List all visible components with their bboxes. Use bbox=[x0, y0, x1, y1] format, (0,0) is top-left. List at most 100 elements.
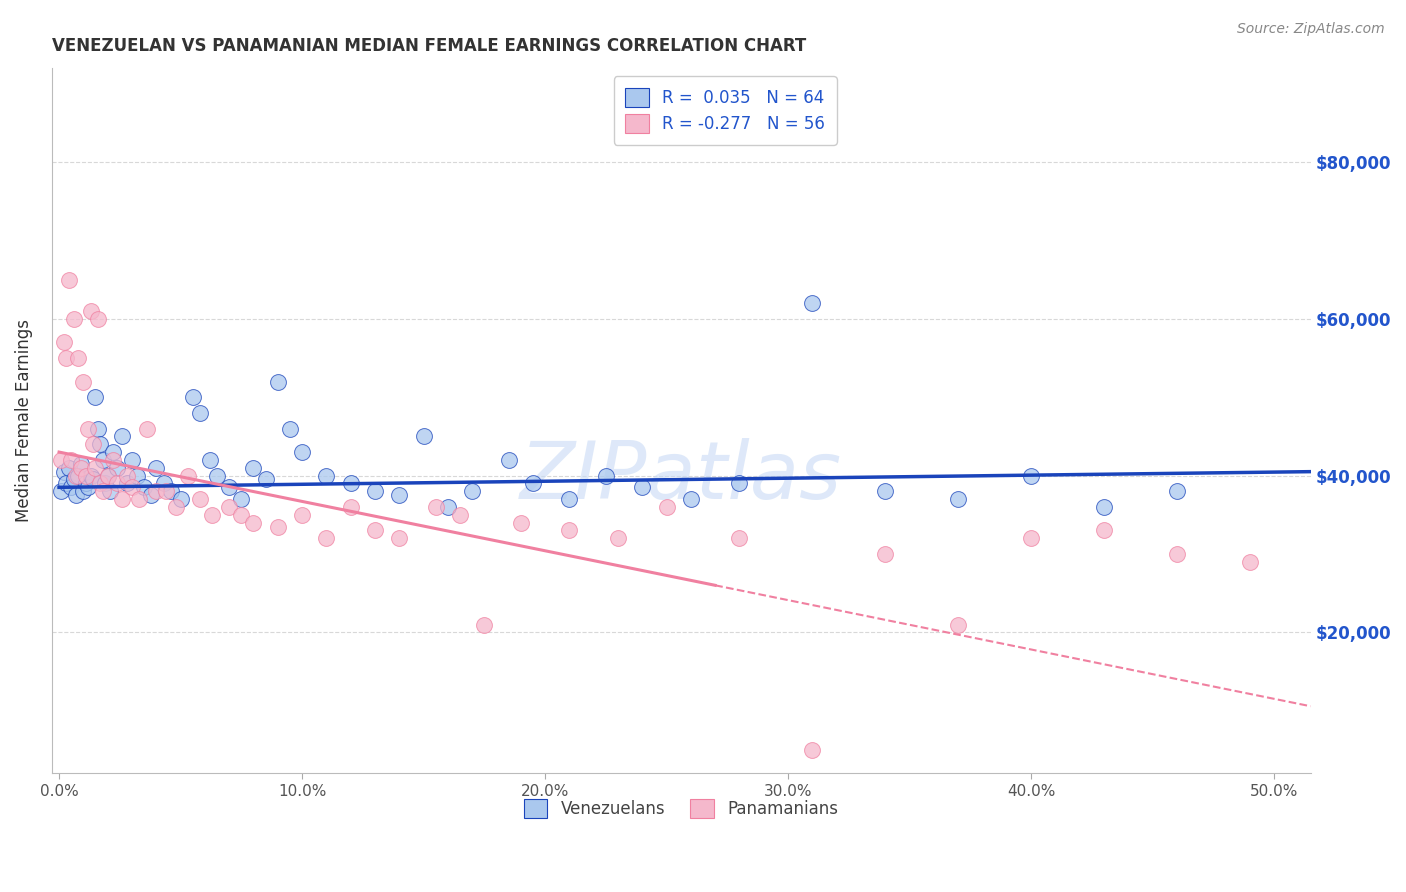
Point bbox=[97, 468, 120, 483]
Point bbox=[1092, 500, 1115, 514]
Point bbox=[188, 406, 211, 420]
Text: VENEZUELAN VS PANAMANIAN MEDIAN FEMALE EARNINGS CORRELATION CHART: VENEZUELAN VS PANAMANIAN MEDIAN FEMALE E… bbox=[52, 37, 806, 55]
Point bbox=[177, 468, 200, 483]
Point bbox=[198, 453, 221, 467]
Point bbox=[267, 519, 290, 533]
Point bbox=[801, 743, 824, 757]
Point bbox=[84, 460, 107, 475]
Point bbox=[242, 460, 264, 475]
Point bbox=[51, 453, 73, 467]
Point bbox=[60, 480, 83, 494]
Point bbox=[558, 492, 581, 507]
Point bbox=[84, 390, 107, 404]
Point bbox=[65, 488, 87, 502]
Point bbox=[72, 375, 94, 389]
Point bbox=[1092, 524, 1115, 538]
Point bbox=[188, 492, 211, 507]
Point bbox=[65, 468, 87, 483]
Point bbox=[231, 492, 253, 507]
Point bbox=[607, 531, 630, 545]
Point bbox=[169, 492, 191, 507]
Point bbox=[75, 468, 97, 483]
Legend: Venezuelans, Panamanians: Venezuelans, Panamanians bbox=[517, 792, 845, 825]
Point bbox=[82, 473, 104, 487]
Point bbox=[165, 500, 187, 514]
Point bbox=[315, 468, 337, 483]
Point bbox=[98, 484, 121, 499]
Point bbox=[115, 468, 138, 483]
Point bbox=[105, 476, 128, 491]
Point bbox=[155, 484, 177, 499]
Point bbox=[91, 453, 114, 467]
Point bbox=[728, 531, 751, 545]
Point bbox=[87, 311, 110, 326]
Point bbox=[364, 524, 387, 538]
Point bbox=[1239, 555, 1261, 569]
Point bbox=[315, 531, 337, 545]
Point bbox=[152, 476, 174, 491]
Point bbox=[231, 508, 253, 522]
Point bbox=[522, 476, 544, 491]
Point bbox=[388, 531, 411, 545]
Point bbox=[58, 272, 80, 286]
Point bbox=[558, 524, 581, 538]
Point bbox=[218, 500, 240, 514]
Point bbox=[145, 484, 167, 499]
Point bbox=[62, 473, 84, 487]
Point bbox=[631, 480, 654, 494]
Point bbox=[181, 390, 204, 404]
Point bbox=[52, 335, 75, 350]
Point bbox=[55, 351, 77, 365]
Text: Source: ZipAtlas.com: Source: ZipAtlas.com bbox=[1237, 22, 1385, 37]
Point bbox=[135, 421, 157, 435]
Point bbox=[1166, 484, 1188, 499]
Point bbox=[89, 437, 111, 451]
Point bbox=[79, 304, 101, 318]
Point bbox=[70, 460, 93, 475]
Point bbox=[201, 508, 224, 522]
Point bbox=[62, 311, 84, 326]
Point bbox=[875, 484, 897, 499]
Point bbox=[205, 468, 228, 483]
Point bbox=[97, 468, 120, 483]
Point bbox=[111, 492, 134, 507]
Point bbox=[1019, 531, 1042, 545]
Point bbox=[595, 468, 617, 483]
Point bbox=[72, 484, 94, 499]
Point bbox=[1019, 468, 1042, 483]
Point bbox=[58, 460, 80, 475]
Point bbox=[278, 421, 301, 435]
Point bbox=[52, 465, 75, 479]
Point bbox=[159, 484, 181, 499]
Point bbox=[79, 468, 101, 483]
Point bbox=[291, 508, 314, 522]
Point bbox=[267, 375, 290, 389]
Point bbox=[67, 468, 90, 483]
Point bbox=[946, 492, 969, 507]
Point bbox=[91, 484, 114, 499]
Point bbox=[254, 473, 277, 487]
Point bbox=[472, 617, 495, 632]
Point bbox=[218, 480, 240, 494]
Point bbox=[51, 484, 73, 499]
Point bbox=[67, 351, 90, 365]
Point bbox=[498, 453, 520, 467]
Point bbox=[449, 508, 471, 522]
Point bbox=[242, 516, 264, 530]
Point bbox=[141, 488, 163, 502]
Point bbox=[339, 476, 361, 491]
Point bbox=[94, 476, 117, 491]
Point bbox=[679, 492, 702, 507]
Point bbox=[509, 516, 531, 530]
Point bbox=[875, 547, 897, 561]
Point bbox=[111, 429, 134, 443]
Point bbox=[655, 500, 678, 514]
Point bbox=[412, 429, 434, 443]
Point bbox=[101, 445, 124, 459]
Point bbox=[105, 460, 128, 475]
Text: ZIPatlas: ZIPatlas bbox=[520, 438, 842, 516]
Point bbox=[946, 617, 969, 632]
Point bbox=[115, 476, 138, 491]
Point bbox=[77, 421, 100, 435]
Point bbox=[121, 480, 143, 494]
